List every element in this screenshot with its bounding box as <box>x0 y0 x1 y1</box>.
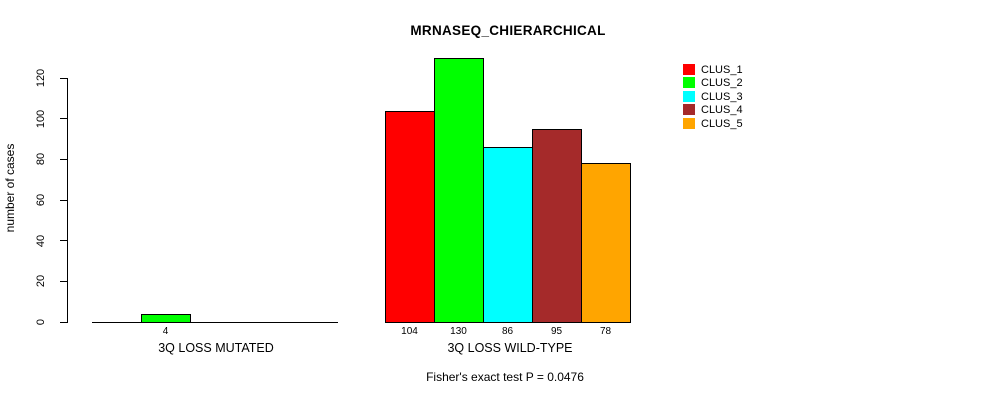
fisher-test-annotation: Fisher's exact test P = 0.0476 <box>426 370 584 384</box>
legend-label-clus_1: CLUS_1 <box>701 64 743 76</box>
bar-clus_3-group2 <box>483 147 533 323</box>
y-tick-mark <box>60 199 67 201</box>
bar-clus_4-group2 <box>532 129 582 323</box>
bar-clus_2-group1 <box>141 314 191 323</box>
y-tick-label: 60 <box>35 193 47 207</box>
legend-swatch-clus_5 <box>683 117 695 129</box>
y-tick-label: 120 <box>35 68 47 88</box>
chart-title: MRNASEQ_CHIERARCHICAL <box>410 23 606 38</box>
y-tick-label: 100 <box>35 109 47 128</box>
y-tick-label: 20 <box>35 275 47 288</box>
y-tick-mark <box>60 118 67 120</box>
bar-value-label: 78 <box>599 326 612 337</box>
legend-label-clus_5: CLUS_5 <box>701 117 743 130</box>
legend-swatch-clus_1 <box>683 64 695 75</box>
x-group-label-wildtype: 3Q LOSS WILD-TYPE <box>447 341 573 355</box>
y-tick-mark <box>60 321 67 323</box>
legend-swatch-clus_4 <box>683 104 695 116</box>
legend-label-clus_2: CLUS_2 <box>701 77 743 90</box>
x-group-label-mutated: 3Q LOSS MUTATED <box>158 341 274 355</box>
bar-clus_2-group2 <box>434 58 484 323</box>
y-tick-label: 0 <box>35 318 47 326</box>
y-tick-mark <box>60 280 67 282</box>
y-axis-line <box>67 78 68 323</box>
y-tick-label: 80 <box>35 153 47 166</box>
y-tick-label: 40 <box>35 234 47 247</box>
y-tick-mark <box>60 77 67 79</box>
x-baseline <box>92 322 338 323</box>
bar-value-label: 104 <box>401 326 418 337</box>
legend-swatch-clus_3 <box>683 90 695 102</box>
bar-value-label: 130 <box>450 326 467 337</box>
y-tick-mark <box>60 158 67 160</box>
bar-value-label: 95 <box>550 326 563 337</box>
bar-value-label: 86 <box>501 326 514 337</box>
legend-swatch-clus_2 <box>683 77 695 89</box>
bar-value-label: 4 <box>162 326 169 337</box>
y-axis-title: number of cases <box>3 143 17 233</box>
bar-clus_5-group2 <box>581 163 631 323</box>
y-tick-mark <box>60 240 67 242</box>
bar-clus_1-group2 <box>385 111 435 323</box>
legend-label-clus_4: CLUS_4 <box>701 104 743 117</box>
legend-label-clus_3: CLUS_3 <box>701 90 743 103</box>
